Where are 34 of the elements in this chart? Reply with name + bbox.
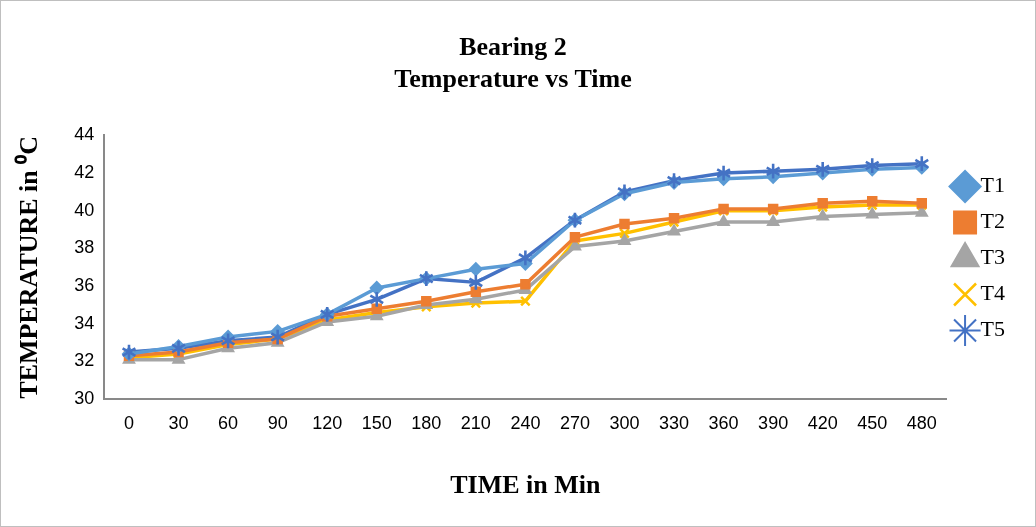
x-tick-label: 420: [807, 412, 838, 433]
y-axis-title: TEMPERATURE in ⁰C: [14, 135, 44, 399]
legend-label: T2: [980, 208, 1006, 234]
y-tick-label: 34: [74, 312, 95, 333]
x-tick-label: 270: [559, 412, 590, 433]
legend-label: T1: [980, 172, 1006, 198]
legend-label: T4: [980, 280, 1006, 306]
chart-title: Bearing 2: [459, 32, 567, 62]
x-tick-label: 330: [659, 412, 690, 433]
x-tick-label: 390: [758, 412, 789, 433]
x-tick-label: 180: [411, 412, 442, 433]
x-tick-label: 150: [361, 412, 392, 433]
x-tick-label: 240: [510, 412, 541, 433]
x-tick-label: 120: [312, 412, 343, 433]
x-tick-label: 30: [168, 412, 189, 433]
x-tick-label: 60: [218, 412, 239, 433]
x-tick-label: 0: [123, 412, 134, 433]
x-tick-label: 210: [460, 412, 491, 433]
x-tick-label: 300: [609, 412, 640, 433]
y-tick-label: 38: [74, 237, 95, 258]
chart-subtitle: Temperature vs Time: [394, 63, 632, 93]
y-tick-label: 44: [74, 124, 95, 145]
y-tick-label: 42: [74, 162, 95, 183]
x-tick-label: 90: [267, 412, 288, 433]
legend-label: T3: [980, 244, 1006, 270]
x-tick-label: 480: [906, 412, 937, 433]
y-tick-label: 36: [74, 275, 95, 296]
y-tick-label: 30: [74, 388, 95, 409]
x-tick-label: 360: [708, 412, 739, 433]
y-tick-label: 32: [74, 350, 95, 371]
legend-label: T5: [980, 316, 1006, 342]
x-tick-label: 450: [857, 412, 888, 433]
x-axis-title: TIME in Min: [450, 470, 602, 500]
y-tick-label: 40: [74, 199, 95, 220]
